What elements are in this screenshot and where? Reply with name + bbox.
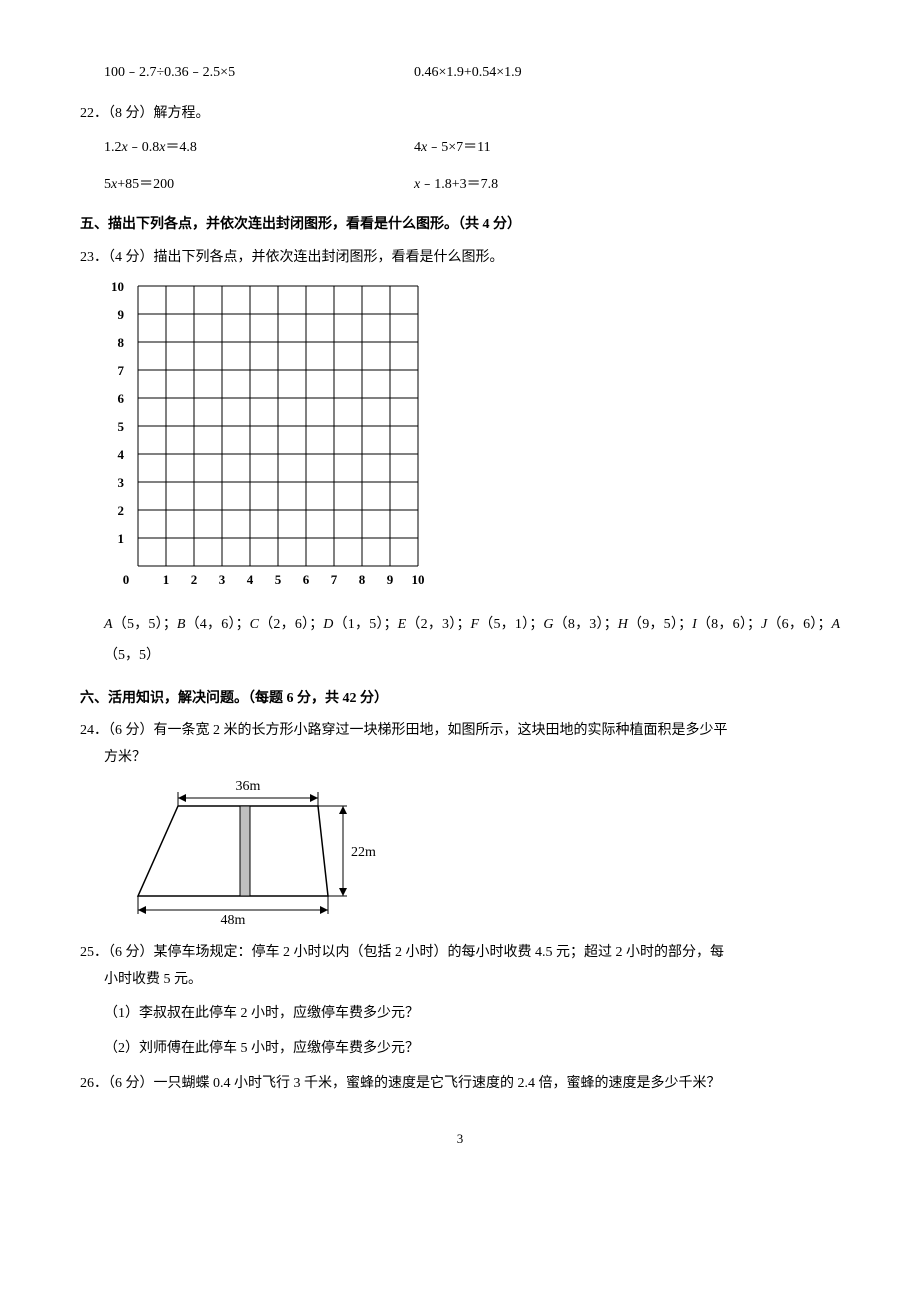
point-coord: （5，5） xyxy=(104,648,160,663)
svg-text:6: 6 xyxy=(303,572,310,587)
point-coord: （2，3） xyxy=(406,617,456,632)
point-coord: （8，6） xyxy=(697,617,747,632)
q25-sub1: （1）李叔叔在此停车 2 小时，应缴停车费多少元？ xyxy=(104,1001,840,1028)
point-coord: （4，6） xyxy=(185,617,235,632)
q23-label: 23．（4 分）描出下列各点，并依次连出封闭图形，看看是什么图形。 xyxy=(80,245,840,272)
q25-line2: 小时收费 5 元。 xyxy=(104,967,840,994)
svg-text:48m: 48m xyxy=(221,913,246,926)
point-coord: （9，5） xyxy=(628,617,678,632)
coordinate-grid: 10987654321012345678910 xyxy=(104,276,840,607)
q26-text: 26．（6 分）一只蝴蝶 0.4 小时飞行 3 千米，蜜蜂的速度是它飞行速度的 … xyxy=(80,1071,840,1098)
point-label: A xyxy=(104,617,113,632)
svg-text:7: 7 xyxy=(118,363,125,378)
q22-label: 22．（8 分）解方程。 xyxy=(80,101,840,128)
svg-text:8: 8 xyxy=(118,335,125,350)
svg-text:9: 9 xyxy=(387,572,394,587)
svg-text:5: 5 xyxy=(275,572,282,587)
top-calc-row: 100﹣2.7÷0.36﹣2.5×5 0.46×1.9+0.54×1.9 xyxy=(104,60,840,87)
section5-header: 五、描出下列各点，并依次连出封闭图形，看看是什么图形。（共 4 分） xyxy=(80,212,840,239)
point-coord: （1，5） xyxy=(333,617,383,632)
point-label: G xyxy=(543,617,553,632)
q22-row1: 1.2x﹣0.8x＝4.8 4x﹣5×7＝11 xyxy=(104,135,840,162)
svg-text:0: 0 xyxy=(123,572,130,587)
separator: ； xyxy=(236,617,250,632)
svg-text:1: 1 xyxy=(118,531,125,546)
calc-expr-2: 0.46×1.9+0.54×1.9 xyxy=(414,60,840,87)
svg-text:4: 4 xyxy=(118,447,125,462)
svg-text:4: 4 xyxy=(247,572,254,587)
trapezoid-svg: 36m 22m 48m xyxy=(128,776,388,926)
point-coord: （5，5） xyxy=(113,617,163,632)
q22-row2: 5x+85＝200 x﹣1.8+3＝7.8 xyxy=(104,172,840,199)
q24-line1: 24．（6 分）有一条宽 2 米的长方形小路穿过一块梯形田地，如图所示，这块田地… xyxy=(80,718,840,745)
point-coord: （6，6） xyxy=(767,617,817,632)
separator: ； xyxy=(818,617,832,632)
point-label: A xyxy=(832,617,841,632)
point-label: F xyxy=(470,617,479,632)
point-coord: （2，6） xyxy=(259,617,309,632)
separator: ； xyxy=(456,617,470,632)
svg-text:3: 3 xyxy=(118,475,125,490)
eq-text: ﹣0.8 xyxy=(128,140,160,155)
q22-eq1-left: 1.2x﹣0.8x＝4.8 xyxy=(104,135,414,162)
eq-text: +85＝200 xyxy=(117,177,174,192)
point-label: C xyxy=(250,617,259,632)
point-label: H xyxy=(618,617,628,632)
svg-text:2: 2 xyxy=(191,572,198,587)
point-coord: （8，3） xyxy=(553,617,603,632)
separator: ； xyxy=(384,617,398,632)
section6-header: 六、活用知识，解决问题。（每题 6 分，共 42 分） xyxy=(80,686,840,713)
svg-text:10: 10 xyxy=(111,279,124,294)
separator: ； xyxy=(309,617,323,632)
separator: ； xyxy=(163,617,177,632)
svg-text:3: 3 xyxy=(219,572,226,587)
svg-text:6: 6 xyxy=(118,391,125,406)
eq-text: 4 xyxy=(414,140,421,155)
point-coord: （5，1） xyxy=(479,617,529,632)
q25-sub2: （2）刘师傅在此停车 5 小时，应缴停车费多少元？ xyxy=(104,1036,840,1063)
svg-text:1: 1 xyxy=(163,572,170,587)
q22-eq1-right: 4x﹣5×7＝11 xyxy=(414,135,840,162)
point-label: D xyxy=(323,617,333,632)
eq-text: ＝4.8 xyxy=(165,140,197,155)
eq-text: ﹣1.8+3＝7.8 xyxy=(420,177,498,192)
eq-text: 5 xyxy=(104,177,111,192)
separator: ； xyxy=(604,617,618,632)
svg-text:10: 10 xyxy=(412,572,425,587)
grid-svg: 10987654321012345678910 xyxy=(104,276,444,596)
calc-expr-1: 100﹣2.7÷0.36﹣2.5×5 xyxy=(104,60,414,87)
svg-text:2: 2 xyxy=(118,503,125,518)
points-list: A（5，5）；B（4，6）；C（2，6）；D（1，5）；E（2，3）；F（5，1… xyxy=(104,610,840,672)
eq-text: ﹣5×7＝11 xyxy=(427,140,490,155)
separator: ； xyxy=(747,617,761,632)
separator: ； xyxy=(529,617,543,632)
eq-text: 1.2 xyxy=(104,140,122,155)
q22-eq2-left: 5x+85＝200 xyxy=(104,172,414,199)
page-number: 3 xyxy=(80,1127,840,1152)
svg-text:5: 5 xyxy=(118,419,125,434)
point-label: E xyxy=(398,617,407,632)
svg-text:8: 8 xyxy=(359,572,366,587)
q22-eq2-right: x﹣1.8+3＝7.8 xyxy=(414,172,840,199)
svg-text:9: 9 xyxy=(118,307,125,322)
separator: ； xyxy=(678,617,692,632)
q24-line2: 方米？ xyxy=(104,745,840,772)
svg-text:7: 7 xyxy=(331,572,338,587)
q25-line1: 25．（6 分）某停车场规定：停车 2 小时以内（包括 2 小时）的每小时收费 … xyxy=(80,940,840,967)
svg-text:36m: 36m xyxy=(236,779,261,794)
svg-text:22m: 22m xyxy=(351,845,376,860)
trapezoid-figure: 36m 22m 48m xyxy=(128,776,840,937)
